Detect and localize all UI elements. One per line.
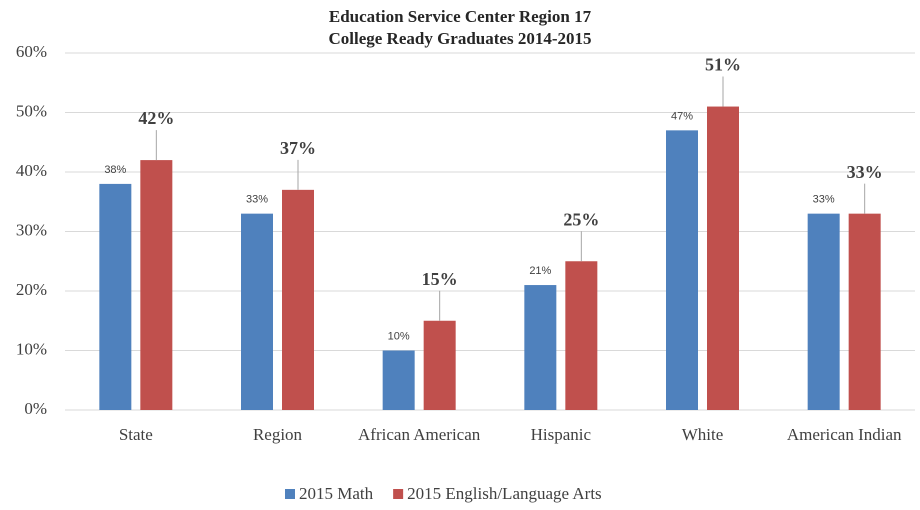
data-label: 33% bbox=[847, 162, 883, 182]
chart-title: Education Service Center Region 17 bbox=[329, 7, 592, 26]
bar bbox=[848, 213, 881, 410]
x-tick-label: State bbox=[119, 425, 153, 444]
data-label: 42% bbox=[138, 108, 174, 128]
legend-swatch bbox=[285, 489, 295, 499]
legend-swatch bbox=[393, 489, 404, 499]
bar bbox=[707, 106, 739, 411]
data-label: 10% bbox=[388, 330, 410, 342]
data-label: 38% bbox=[104, 164, 126, 176]
bar bbox=[524, 285, 557, 410]
bar bbox=[140, 160, 173, 410]
y-tick-label: 50% bbox=[16, 101, 47, 120]
data-label: 25% bbox=[563, 209, 599, 229]
legend-label: 2015 English/Language Arts bbox=[407, 484, 602, 503]
data-label: 51% bbox=[705, 55, 741, 75]
bar bbox=[282, 189, 314, 410]
x-tick-label: American Indian bbox=[787, 425, 902, 444]
data-label: 33% bbox=[813, 194, 835, 206]
y-tick-label: 20% bbox=[16, 280, 47, 299]
bar bbox=[666, 130, 698, 410]
y-tick-label: 30% bbox=[16, 220, 47, 239]
x-tick-label: African American bbox=[358, 425, 481, 444]
y-tick-label: 10% bbox=[16, 339, 47, 358]
x-tick-label: White bbox=[682, 425, 724, 444]
data-label: 47% bbox=[671, 110, 693, 122]
x-tick-label: Region bbox=[253, 425, 303, 444]
bar bbox=[423, 320, 456, 410]
y-tick-label: 40% bbox=[16, 161, 47, 180]
data-label: 21% bbox=[529, 265, 551, 277]
bar bbox=[565, 261, 598, 410]
data-label: 37% bbox=[280, 138, 316, 158]
chart-title: College Ready Graduates 2014-2015 bbox=[328, 29, 591, 48]
bar bbox=[807, 213, 840, 410]
x-tick-label: Hispanic bbox=[531, 425, 592, 444]
bar bbox=[99, 183, 132, 410]
data-label: 33% bbox=[246, 194, 268, 206]
legend-label: 2015 Math bbox=[299, 484, 374, 503]
y-tick-label: 60% bbox=[16, 42, 47, 61]
data-label: 15% bbox=[422, 269, 458, 289]
bar bbox=[241, 213, 273, 410]
bar bbox=[382, 350, 415, 410]
y-tick-label: 0% bbox=[24, 399, 47, 418]
